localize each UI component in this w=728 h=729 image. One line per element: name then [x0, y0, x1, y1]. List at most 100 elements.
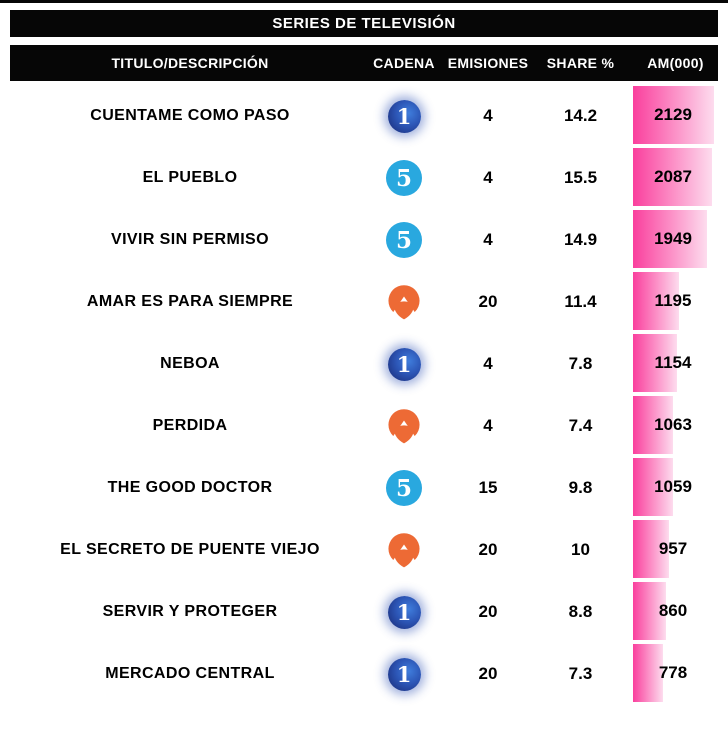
am-bar — [633, 582, 666, 640]
telecinco-logo-glyph: 5 — [395, 164, 412, 192]
emisiones-value: 20 — [478, 292, 498, 311]
table-row: EL SECRETO DE PUENTE VIEJO 20 10 957 — [10, 519, 718, 581]
table-row: THE GOOD DOCTOR 5 15 9.8 1059 — [10, 457, 718, 519]
am-value: 1195 — [654, 291, 692, 310]
channel-logo-cell: 1 — [370, 347, 438, 381]
am-cell: 957 — [623, 519, 718, 581]
la1-logo-icon: 1 — [387, 99, 421, 133]
table-title: SERIES DE TELEVISIÓN — [10, 10, 718, 37]
am-cell: 1949 — [623, 209, 718, 271]
table-row: VIVIR SIN PERMISO 5 4 14.9 1949 — [10, 209, 718, 271]
share-value: 11.4 — [564, 292, 597, 311]
table-row: SERVIR Y PROTEGER 1 20 8.8 860 — [10, 581, 718, 643]
telecinco-logo-icon: 5 — [386, 222, 422, 258]
share-value: 14.2 — [563, 106, 598, 125]
am-cell: 860 — [623, 581, 718, 643]
channel-logo-cell — [370, 283, 438, 322]
la1-logo-glyph: 1 — [396, 661, 412, 687]
table-row: PERDIDA 4 7.4 1063 — [10, 395, 718, 457]
am-cell: 1063 — [623, 395, 718, 457]
emisiones-value: 4 — [483, 354, 493, 373]
column-header-am: AM(000) — [647, 55, 704, 71]
channel-logo-cell: 1 — [370, 99, 438, 133]
emisiones-value: 4 — [483, 168, 493, 187]
share-value: 9.8 — [568, 478, 593, 497]
am-cell: 2129 — [623, 85, 718, 147]
am-value: 860 — [658, 601, 688, 620]
channel-logo-cell — [370, 407, 438, 446]
column-header-cadena: CADENA — [373, 55, 435, 71]
am-value: 957 — [658, 539, 688, 558]
series-title: VIVIR SIN PERMISO — [111, 231, 269, 248]
am-bar — [633, 458, 674, 516]
la1-logo-glyph: 1 — [396, 103, 412, 129]
share-value: 7.8 — [568, 354, 593, 373]
antena3-logo-icon — [385, 531, 423, 570]
series-title: PERDIDA — [152, 417, 228, 434]
am-bar — [633, 396, 674, 454]
telecinco-logo-glyph: 5 — [395, 226, 412, 254]
antena3-logo-icon — [385, 283, 423, 322]
am-value: 1154 — [654, 353, 692, 372]
am-value: 2129 — [654, 105, 692, 124]
emisiones-value: 4 — [483, 230, 493, 249]
emisiones-value: 4 — [483, 106, 493, 125]
column-header-emisiones: EMISIONES — [447, 55, 529, 71]
telecinco-logo-icon: 5 — [386, 470, 422, 506]
share-value: 14.9 — [563, 230, 598, 249]
am-bar — [633, 644, 663, 702]
series-title: EL PUEBLO — [142, 169, 238, 186]
channel-logo-cell: 5 — [370, 222, 438, 258]
channel-logo-cell: 5 — [370, 160, 438, 196]
table-row: NEBOA 1 4 7.8 1154 — [10, 333, 718, 395]
table-body: CUENTAME COMO PASO 1 4 14.2 2129 EL PUEBLO 5 4 1… — [10, 85, 718, 705]
share-value: 15.5 — [563, 168, 598, 187]
share-value: 7.4 — [568, 416, 593, 435]
emisiones-value: 4 — [483, 416, 493, 435]
emisiones-value: 20 — [478, 664, 498, 683]
am-bar — [633, 86, 714, 144]
column-header-row: TITULO/DESCRIPCIÓN CADENA EMISIONES SHAR… — [10, 45, 718, 81]
la1-logo-glyph: 1 — [396, 351, 412, 377]
am-bar — [633, 148, 713, 206]
share-value: 7.3 — [568, 664, 593, 683]
am-cell: 1195 — [623, 271, 718, 333]
series-title: THE GOOD DOCTOR — [107, 479, 273, 496]
series-title: CUENTAME COMO PASO — [90, 107, 290, 124]
am-value: 1949 — [654, 229, 692, 248]
channel-logo-cell: 1 — [370, 595, 438, 629]
am-cell: 1154 — [623, 333, 718, 395]
antena3-logo-icon — [385, 407, 423, 446]
table-row: EL PUEBLO 5 4 15.5 2087 — [10, 147, 718, 209]
channel-logo-cell: 5 — [370, 470, 438, 506]
am-bar — [633, 334, 677, 392]
am-bar — [633, 272, 679, 330]
table-row: CUENTAME COMO PASO 1 4 14.2 2129 — [10, 85, 718, 147]
share-value: 8.8 — [568, 602, 593, 621]
am-value: 1059 — [654, 477, 692, 496]
column-header-share: SHARE % — [546, 55, 615, 71]
table-title-label: SERIES DE TELEVISIÓN — [272, 15, 456, 32]
column-header-titulo: TITULO/DESCRIPCIÓN — [111, 55, 269, 71]
telecinco-logo-icon: 5 — [386, 160, 422, 196]
am-value: 1063 — [654, 415, 692, 434]
channel-logo-cell: 1 — [370, 657, 438, 691]
channel-logo-cell — [370, 531, 438, 570]
am-bar — [633, 520, 670, 578]
la1-logo-icon: 1 — [387, 657, 421, 691]
telecinco-logo-glyph: 5 — [395, 474, 412, 502]
series-title: EL SECRETO DE PUENTE VIEJO — [60, 541, 320, 558]
series-title: AMAR ES PARA SIEMPRE — [86, 293, 294, 310]
am-value: 2087 — [654, 167, 692, 186]
la1-logo-icon: 1 — [387, 347, 421, 381]
am-cell: 1059 — [623, 457, 718, 519]
emisiones-value: 20 — [478, 602, 498, 621]
series-title: NEBOA — [160, 355, 220, 372]
series-title: SERVIR Y PROTEGER — [102, 603, 278, 620]
share-value: 10 — [571, 540, 590, 559]
am-cell: 2087 — [623, 147, 718, 209]
la1-logo-glyph: 1 — [396, 599, 412, 625]
table-row: AMAR ES PARA SIEMPRE 20 11.4 1195 — [10, 271, 718, 333]
la1-logo-icon: 1 — [387, 595, 421, 629]
